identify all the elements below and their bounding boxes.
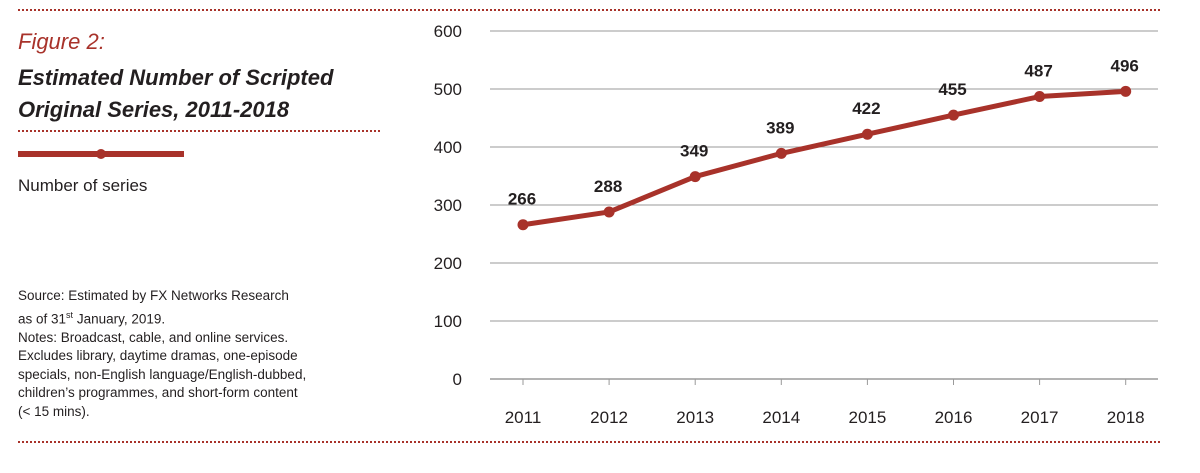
source-line1: Source: Estimated by FX Networks Researc… (18, 288, 289, 303)
bottom-dotted-rule (18, 441, 1160, 443)
source-date-suffix: st (66, 309, 74, 320)
data-label: 487 (1024, 62, 1052, 81)
top-dotted-rule (18, 9, 1160, 11)
data-label: 496 (1111, 56, 1139, 75)
x-tick-label: 2016 (935, 408, 973, 427)
data-point (689, 171, 701, 183)
x-tick-label: 2017 (1021, 408, 1059, 427)
legend-line-marker (18, 149, 184, 159)
data-point (861, 128, 873, 140)
figure-title-line2: Original Series, 2011-2018 (18, 97, 290, 122)
data-point (1034, 91, 1046, 103)
figure-title-line1: Estimated Number of Scripted (18, 65, 334, 90)
source-date-prefix: as of 31 (18, 311, 67, 326)
x-tick-label: 2013 (676, 408, 714, 427)
figure-number: Figure 2: (18, 29, 105, 54)
data-point (603, 206, 615, 218)
data-point (948, 109, 959, 121)
y-tick-label: 300 (434, 196, 462, 215)
y-tick-label: 600 (434, 22, 462, 41)
data-label: 266 (508, 190, 536, 209)
data-label: 349 (680, 142, 708, 161)
figure-title: Estimated Number of Scripted Original Se… (18, 62, 378, 126)
x-tick-label: 2011 (505, 408, 542, 427)
x-tick-label: 2015 (848, 408, 886, 427)
source-line2: as of 31st January, 2019. (18, 306, 378, 329)
x-tick-label: 2014 (762, 408, 800, 427)
data-label: 455 (938, 80, 966, 99)
x-tick-label: 2012 (590, 408, 628, 427)
data-label: 288 (594, 177, 622, 196)
data-label: 389 (766, 118, 794, 137)
title-dotted-rule (18, 130, 380, 132)
notes-line4: children’s programmes, and short-form co… (18, 385, 298, 400)
notes-line1: Notes: Broadcast, cable, and online serv… (18, 329, 289, 345)
notes-line2: Excludes library, daytime dramas, one-ep… (18, 348, 298, 363)
data-point (1120, 85, 1132, 97)
data-point (775, 147, 787, 159)
y-tick-label: 400 (434, 138, 462, 157)
notes-line3: specials, non-English language/English-d… (18, 366, 307, 382)
y-tick-label: 100 (434, 312, 462, 331)
source-date-rest: January, 2019. (73, 311, 166, 326)
source-notes: Source: Estimated by FX Networks Researc… (18, 287, 378, 421)
x-tick-label: 2018 (1107, 408, 1145, 427)
data-label: 422 (852, 99, 880, 118)
legend-label: Number of series (18, 176, 148, 195)
notes-line5: (< 15 mins). (18, 403, 90, 419)
series-line (520, 88, 1129, 228)
y-tick-label: 200 (434, 254, 462, 273)
legend-dot (96, 149, 106, 159)
data-point (517, 219, 529, 231)
y-tick-label: 0 (453, 370, 462, 389)
y-tick-label: 500 (434, 80, 462, 99)
